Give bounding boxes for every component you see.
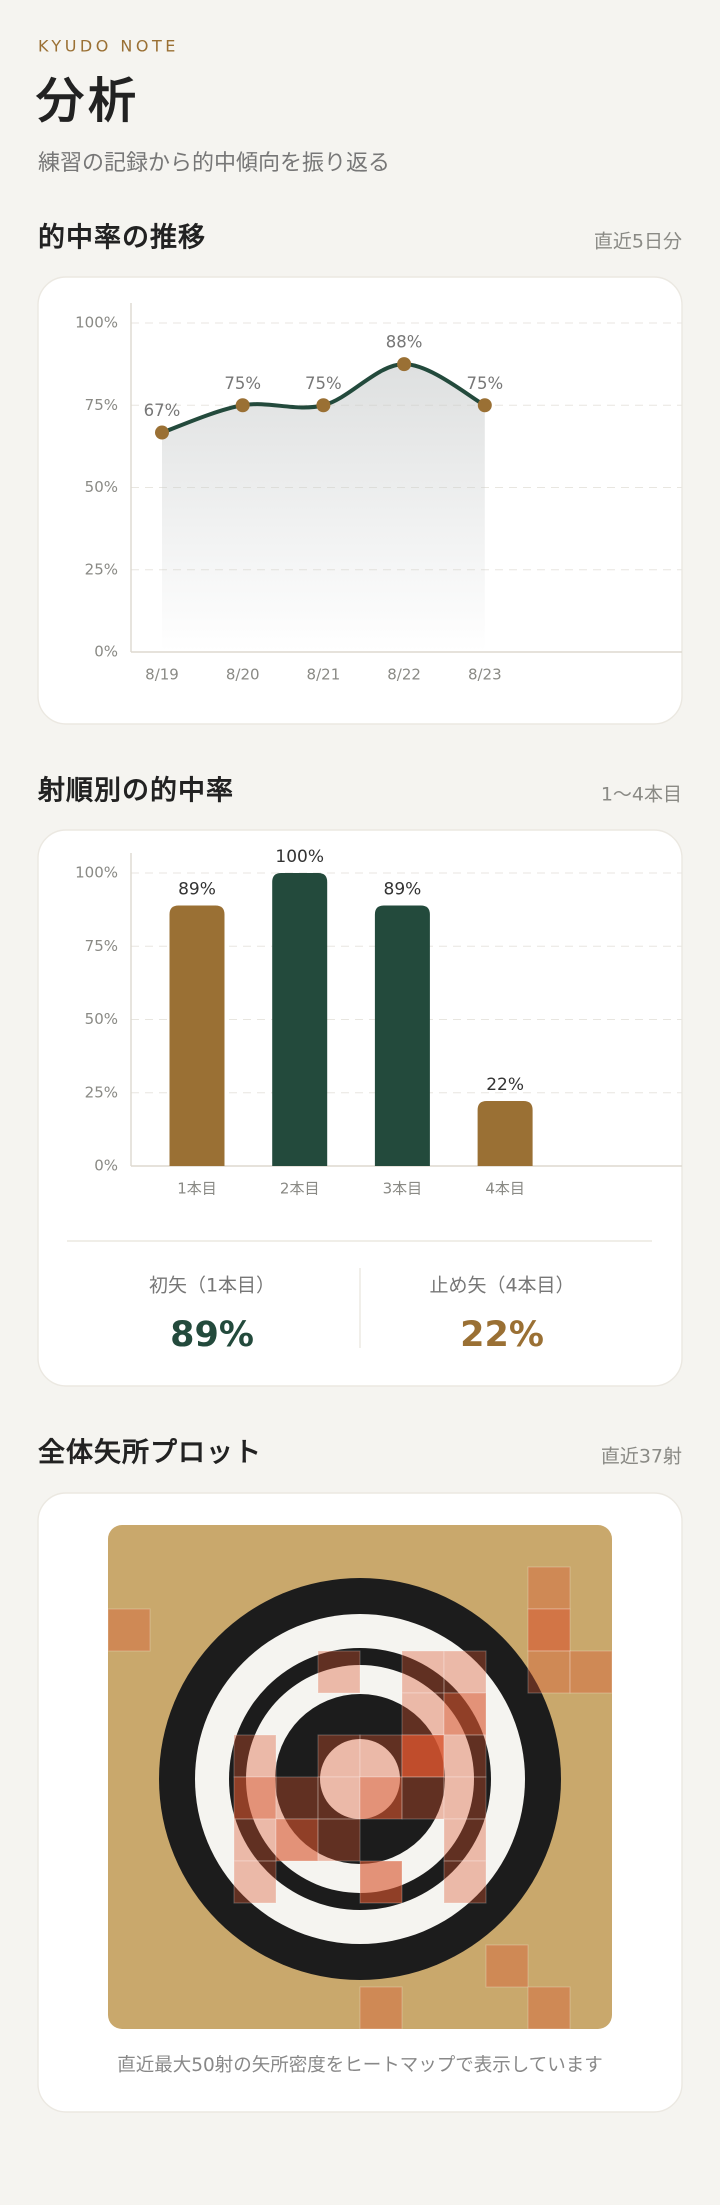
- heat-cell: [108, 1608, 151, 1652]
- x-tick-label: 1本目: [177, 1180, 217, 1198]
- target: [108, 1525, 612, 2029]
- x-tick-label: 8/23: [468, 666, 502, 684]
- heat-cell: [359, 1986, 403, 2029]
- heat-cell: [443, 1860, 487, 1904]
- heat-cell: [317, 1818, 361, 1862]
- x-tick-label: 8/20: [226, 666, 260, 684]
- heat-cell: [317, 1650, 361, 1694]
- data-label: 22%: [486, 1075, 524, 1095]
- heat-cell: [233, 1818, 277, 1862]
- brand: KYUDO NOTE: [38, 37, 179, 56]
- data-label: 100%: [275, 847, 324, 867]
- y-tick-label: 25%: [85, 1083, 118, 1101]
- heat-cell: [443, 1650, 487, 1694]
- bar-chart: 0% 25% 50% 75% 100% 89% 1本目 100% 2本目 89% 3本目 22% 4本目: [75, 847, 682, 1198]
- data-label: 89%: [178, 880, 216, 900]
- heat-cell: [401, 1650, 445, 1694]
- heat-cell: [233, 1734, 277, 1778]
- heat-cell: [527, 1608, 571, 1652]
- data-label: 75%: [466, 374, 503, 393]
- x-tick-label: 8/22: [387, 666, 421, 684]
- heat-cell: [317, 1776, 361, 1820]
- area: [162, 364, 485, 652]
- section-title: 射順別の的中率: [37, 775, 234, 807]
- page-subtitle: 練習の記録から的中傾向を振り返る: [38, 151, 390, 176]
- bar: [272, 873, 328, 1166]
- heat-cell: [233, 1860, 277, 1904]
- point: [235, 398, 250, 413]
- bar: [169, 905, 225, 1166]
- y-tick-label: 75%: [85, 937, 118, 955]
- point: [316, 398, 331, 413]
- y-tick-label: 50%: [85, 1010, 118, 1028]
- heat-cell: [443, 1692, 487, 1736]
- section-note: 直近37射: [601, 1446, 682, 1468]
- y-tick-label: 0%: [94, 1157, 118, 1175]
- heat-cell: [443, 1734, 487, 1778]
- caption: 直近最大50射の矢所密度をヒートマップで表示しています: [117, 2055, 603, 2076]
- x-tick-label: 3本目: [383, 1180, 423, 1198]
- stat-value: 22%: [460, 1315, 544, 1355]
- y-tick-label: 100%: [75, 864, 118, 882]
- heat-cell: [443, 1818, 487, 1862]
- heat-cell: [569, 1650, 612, 1694]
- heat-cell: [485, 1944, 529, 1988]
- heat-cell: [317, 1734, 361, 1778]
- heat-cell: [275, 1776, 319, 1820]
- stat-value: 89%: [170, 1315, 254, 1355]
- bar: [477, 1100, 533, 1166]
- point: [477, 398, 492, 413]
- y-tick-label: 50%: [85, 478, 118, 496]
- x-tick-label: 8/21: [307, 666, 341, 684]
- point: [155, 425, 169, 440]
- heat-cell: [527, 1650, 571, 1694]
- data-label: 75%: [305, 374, 342, 393]
- heat-cell: [233, 1776, 277, 1820]
- stats: 初矢（1本目） 89% 止め矢（4本目） 22%: [149, 1275, 575, 1356]
- data-label: 89%: [384, 880, 422, 900]
- point: [397, 357, 412, 372]
- heat-cell: [359, 1734, 403, 1778]
- y-tick-label: 0%: [94, 643, 118, 661]
- section-note: 直近5日分: [594, 231, 682, 253]
- section-title: 全体矢所プロット: [38, 1437, 262, 1469]
- data-label: 67%: [144, 401, 181, 420]
- bar: [374, 905, 430, 1166]
- heatmap: [108, 1566, 612, 2029]
- heat-cell: [527, 1986, 571, 2029]
- y-tick-label: 100%: [75, 314, 118, 332]
- heat-cell: [359, 1776, 403, 1820]
- y-tick-label: 25%: [85, 560, 118, 578]
- heat-cell: [527, 1566, 571, 1610]
- heat-cell: [401, 1734, 445, 1778]
- page-title: 分析: [35, 73, 140, 129]
- stat-label: 止め矢（4本目）: [429, 1275, 574, 1297]
- line-chart: 0% 25% 50% 75% 100% 67% 8/19 75% 8/20 75% 8/21 88% 8…: [75, 303, 682, 684]
- x-tick-label: 4本目: [485, 1180, 525, 1198]
- data-label: 75%: [224, 374, 261, 393]
- section-title: 的中率の推移: [38, 222, 206, 254]
- heat-cell: [359, 1860, 403, 1904]
- y-tick-label: 75%: [85, 396, 118, 414]
- heat-cell: [275, 1818, 319, 1862]
- heat-cell: [443, 1776, 487, 1820]
- x-tick-label: 2本目: [280, 1180, 320, 1198]
- heat-cell: [401, 1776, 445, 1820]
- x-tick-label: 8/19: [145, 666, 179, 684]
- stat-label: 初矢（1本目）: [149, 1275, 275, 1297]
- heat-cell: [401, 1692, 445, 1736]
- data-label: 88%: [386, 333, 423, 352]
- section-note: 1〜4本目: [601, 784, 682, 806]
